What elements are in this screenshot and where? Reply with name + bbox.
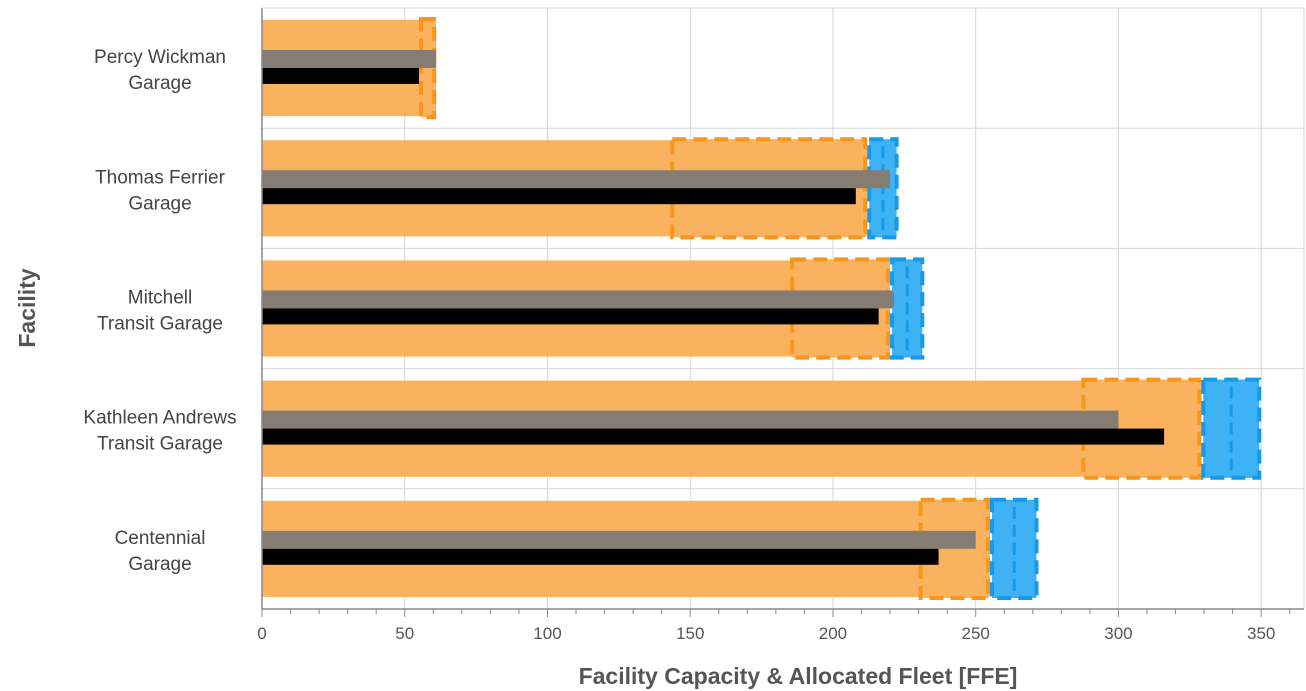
capacity-range-box xyxy=(419,17,437,120)
category-label-line1: Mitchell xyxy=(128,288,192,309)
x-tick-label: 300 xyxy=(1104,624,1132,643)
x-tick-label: 100 xyxy=(533,624,561,643)
x-tick-label: 150 xyxy=(676,624,704,643)
category-label-line1: Percy Wickman xyxy=(94,47,226,68)
facility-bar-group xyxy=(262,257,925,360)
facility-bar-group xyxy=(262,17,437,120)
facility-bar-group xyxy=(262,497,1039,600)
allocated-bar xyxy=(262,170,891,189)
x-tick-label: 50 xyxy=(395,624,414,643)
category-label-line1: Centennial xyxy=(115,528,206,549)
fleet-bar xyxy=(262,68,420,84)
facility-bar-group xyxy=(262,137,899,240)
category-label-line2: Transit Garage xyxy=(97,434,223,455)
x-axis-title: Facility Capacity & Allocated Fleet [FFE… xyxy=(579,663,1018,689)
facility-bar-group xyxy=(262,377,1262,480)
category-label-line2: Transit Garage xyxy=(97,314,223,335)
fleet-bar xyxy=(262,308,879,325)
allocated-bar xyxy=(262,410,1119,429)
allocated-bar xyxy=(262,530,976,549)
x-tick-label: 0 xyxy=(257,624,266,643)
allocated-bar xyxy=(262,50,437,68)
category-label-line2: Garage xyxy=(128,554,191,575)
category-label-line1: Kathleen Andrews xyxy=(83,408,236,429)
y-axis-title: Facility xyxy=(14,268,40,347)
x-tick-label: 200 xyxy=(819,624,847,643)
fleet-bar xyxy=(262,188,856,205)
category-label-line1: Thomas Ferrier xyxy=(95,167,226,188)
category-label-line2: Garage xyxy=(128,73,191,94)
fleet-bar xyxy=(262,548,939,565)
x-tick-label: 250 xyxy=(962,624,990,643)
axis-layer: Percy Wickman Garage Thomas Ferrier Garage M… xyxy=(83,8,1304,643)
bar-layer xyxy=(262,17,1262,600)
x-tick-label: 350 xyxy=(1247,624,1275,643)
category-label-line2: Garage xyxy=(128,193,191,214)
allocated-bar xyxy=(262,290,893,309)
fleet-bar xyxy=(262,428,1165,445)
